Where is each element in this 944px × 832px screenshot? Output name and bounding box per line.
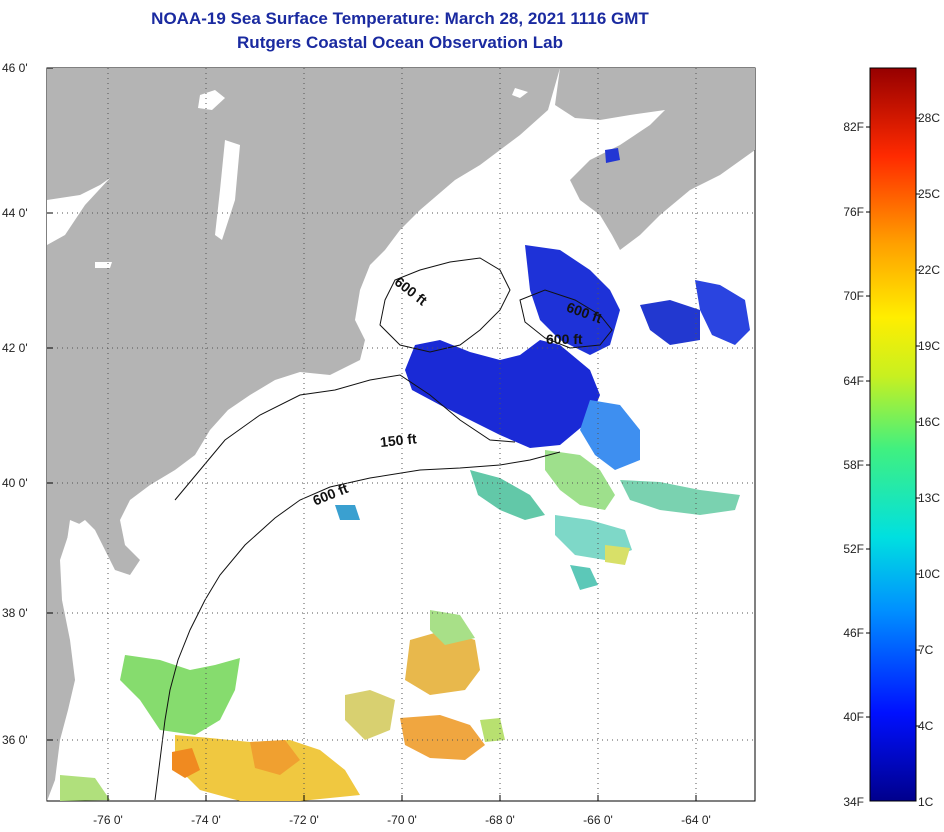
colorbar-c-label: 16C xyxy=(918,415,940,429)
lat-label: 38 0' xyxy=(2,606,28,620)
sst-patch-warm xyxy=(480,718,505,742)
sst-patch-warm xyxy=(60,775,110,801)
lon-label: -74 0' xyxy=(191,813,221,827)
colorbar-f-label: 40F xyxy=(843,710,864,724)
sst-patch-warm xyxy=(405,630,480,695)
lake xyxy=(198,90,225,110)
colorbar-f-label: 34F xyxy=(843,795,864,809)
lon-label: -64 0' xyxy=(681,813,711,827)
colorbar-f-label: 76F xyxy=(843,205,864,219)
contour-150ft xyxy=(174,374,516,501)
sst-patch-cold xyxy=(695,280,750,345)
sst-patch-cold xyxy=(640,300,700,345)
colorbar-f-label: 58F xyxy=(843,458,864,472)
lon-label: -66 0' xyxy=(583,813,613,827)
sst-patch-mid xyxy=(470,470,545,520)
contour-600ft-east xyxy=(519,289,613,349)
lat-label: 44 0' xyxy=(2,206,28,220)
lon-label: -72 0' xyxy=(289,813,319,827)
land-us-coast xyxy=(47,68,560,801)
sst-patch-mid xyxy=(545,450,615,510)
sst-patch-mid xyxy=(580,400,640,470)
colorbar-c-label: 25C xyxy=(918,187,940,201)
colorbar-c-label: 28C xyxy=(918,111,940,125)
contour-label: 600 ft xyxy=(546,331,583,347)
colorbar-c-label: 10C xyxy=(918,567,940,581)
sst-patch-warm xyxy=(605,545,630,565)
sst-patch-warm xyxy=(400,715,485,760)
colorbar-f-label: 82F xyxy=(843,120,864,134)
sst-patch-warm xyxy=(345,690,395,740)
lake xyxy=(215,140,240,240)
sst-patch-warm xyxy=(430,610,475,645)
lake xyxy=(47,178,110,245)
colorbar-c-label: 1C xyxy=(918,795,934,809)
lake xyxy=(95,262,112,268)
sst-patch-warm xyxy=(120,655,240,735)
contour-600ft-gulf xyxy=(379,257,511,353)
land-nova-scotia xyxy=(555,68,755,250)
colorbar-f-label: 46F xyxy=(843,626,864,640)
sst-patch-cold xyxy=(605,148,620,163)
map-title: NOAA-19 Sea Surface Temperature: March 2… xyxy=(151,9,649,28)
colorbar-f-label: 70F xyxy=(843,289,864,303)
contour-label: 150 ft xyxy=(379,430,417,450)
colorbar-ticks xyxy=(866,117,920,727)
sst-patch-mid xyxy=(335,505,360,520)
sst-patch-warm xyxy=(172,748,200,778)
colorbar-c-label: 4C xyxy=(918,719,934,733)
lon-label: -76 0' xyxy=(93,813,123,827)
sst-patch-mid xyxy=(620,480,740,515)
sst-patch-mid xyxy=(570,565,598,590)
lat-label: 40 0' xyxy=(2,476,28,490)
lat-label: 36 0' xyxy=(2,733,28,747)
sst-patch-warm xyxy=(250,740,300,775)
lake xyxy=(512,88,528,98)
colorbar-c-label: 13C xyxy=(918,491,940,505)
graticule xyxy=(47,68,755,801)
colorbar-c-label: 7C xyxy=(918,643,934,657)
lat-label: 46 0' xyxy=(2,61,28,75)
colorbar-c-label: 19C xyxy=(918,339,940,353)
colorbar xyxy=(869,67,917,802)
lake xyxy=(65,520,110,660)
frame-ticks xyxy=(47,67,697,801)
colorbar-f-label: 52F xyxy=(843,542,864,556)
colorbar-c-label: 22C xyxy=(918,263,940,277)
map-subtitle: Rutgers Coastal Ocean Observation Lab xyxy=(237,33,563,52)
lon-label: -68 0' xyxy=(485,813,515,827)
contour-600ft xyxy=(154,451,561,801)
lat-label: 42 0' xyxy=(2,341,28,355)
sst-patch-cold xyxy=(525,245,620,355)
lon-label: -70 0' xyxy=(387,813,417,827)
sst-patch-cold xyxy=(405,340,600,448)
colorbar-f-label: 64F xyxy=(843,374,864,388)
